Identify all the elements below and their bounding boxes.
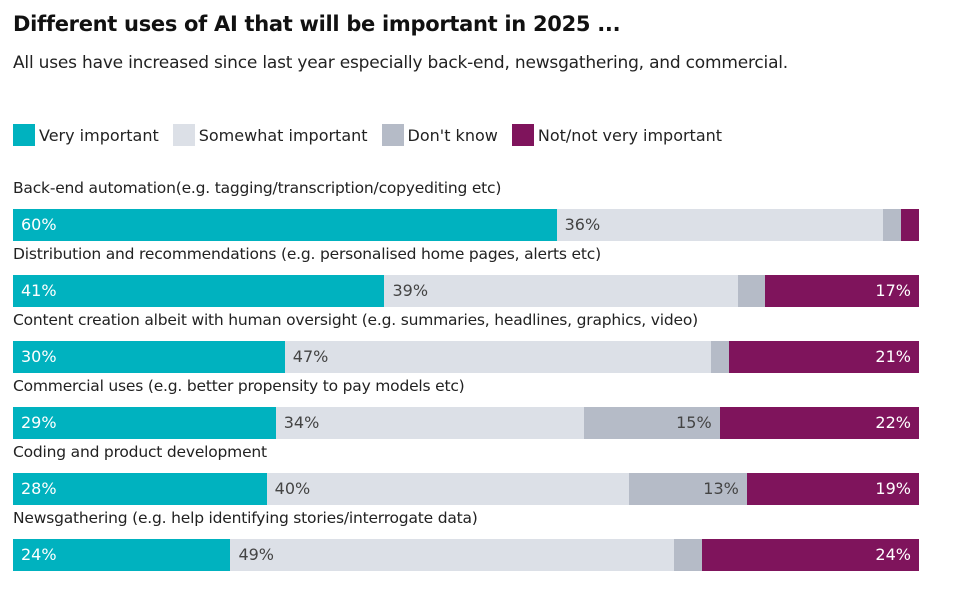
bar-segment: 41% (13, 275, 385, 307)
bar-segment: 28% (13, 473, 267, 505)
stacked-bar: 30% 47% 21% (13, 341, 919, 373)
bar-segment: 19% (746, 473, 919, 505)
bar-segment: 39% (384, 275, 738, 307)
data-label: 13% (703, 479, 739, 498)
bar-segment: 30% (13, 341, 285, 373)
bar-segment (674, 539, 702, 571)
bar-segment: 21% (728, 341, 919, 373)
bar-segment: 15% (583, 407, 720, 439)
bar-segment: 47% (284, 341, 711, 373)
data-label: 19% (875, 479, 911, 498)
legend-item: Don't know (381, 124, 498, 146)
data-label: 34% (283, 413, 320, 432)
stacked-bar: 60% 36% (13, 209, 919, 241)
bar-segment: 17% (764, 275, 919, 307)
stacked-bar: 29% 34% 15% 22% (13, 407, 919, 439)
chart-title: Different uses of AI that will be import… (13, 12, 621, 36)
bar-segment: 24% (13, 539, 231, 571)
bar-segment (900, 209, 919, 241)
data-label: 22% (875, 413, 911, 432)
bar-segment: 29% (13, 407, 276, 439)
legend-label: Don't know (407, 125, 498, 145)
legend-swatch (511, 124, 534, 146)
data-label: 29% (21, 413, 57, 432)
data-label: 36% (564, 215, 601, 234)
bar-segment: 22% (719, 407, 919, 439)
legend-swatch (172, 124, 195, 146)
bar-segment: 24% (701, 539, 919, 571)
bar-segment: 40% (266, 473, 630, 505)
stacked-bar: 41% 39% 17% (13, 275, 919, 307)
data-label: 40% (274, 479, 311, 498)
data-label: 47% (292, 347, 329, 366)
data-label: 24% (21, 545, 57, 564)
bar-segment (710, 341, 729, 373)
category-label: Coding and product development (13, 443, 267, 461)
data-label: 15% (676, 413, 712, 432)
legend: Very important Somewhat important Don't kn… (13, 124, 736, 146)
legend-label: Not/not very important (537, 125, 723, 145)
data-label: 60% (21, 215, 57, 234)
data-label: 41% (21, 281, 57, 300)
legend-label: Very important (39, 125, 159, 145)
category-label: Distribution and recommendations (e.g. p… (13, 245, 601, 263)
data-label: 28% (21, 479, 57, 498)
bar-segment: 13% (629, 473, 747, 505)
legend-item: Very important (13, 124, 159, 146)
legend-swatch (381, 124, 404, 146)
data-label: 21% (875, 347, 911, 366)
stacked-bar: 24% 49% 24% (13, 539, 919, 571)
legend-label: Somewhat important (198, 125, 368, 145)
data-label: 49% (238, 545, 274, 564)
data-label: 24% (875, 545, 911, 564)
stacked-bar: 28% 40% 13% 19% (13, 473, 919, 505)
category-label: Newsgathering (e.g. help identifying sto… (13, 509, 478, 527)
bar-segment (737, 275, 765, 307)
category-label: Commercial uses (e.g. better propensity … (13, 377, 465, 395)
data-label: 39% (392, 281, 429, 300)
bar-segment: 49% (230, 539, 675, 571)
legend-item: Not/not very important (511, 124, 723, 146)
category-label: Back-end automation(e.g. tagging/transcr… (13, 179, 502, 197)
bar-segment (882, 209, 901, 241)
chart-subtitle: All uses have increased since last year … (13, 53, 789, 73)
bar-segment: 36% (556, 209, 883, 241)
category-label: Content creation albeit with human overs… (13, 311, 698, 329)
bar-segment: 60% (13, 209, 557, 241)
legend-item: Somewhat important (172, 124, 368, 146)
data-label: 30% (21, 347, 57, 366)
bar-segment: 34% (275, 407, 584, 439)
data-label: 17% (875, 281, 911, 300)
legend-swatch (13, 124, 35, 146)
